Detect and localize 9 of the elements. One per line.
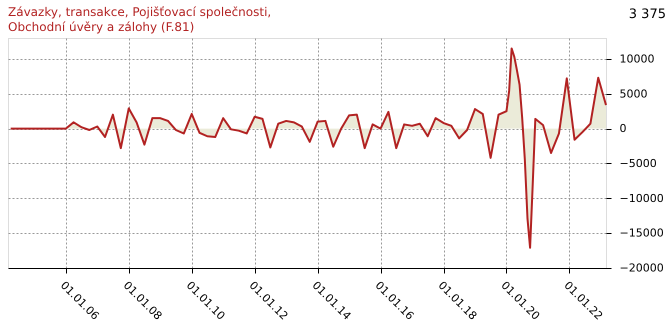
y-tick-label: −15000 [620,226,664,240]
y-tick-label: 10000 [620,52,654,66]
chart-title: Závazky, transakce, Pojišťovací společnosti, Obchodní úvěry a zálohy (F.81) [8,5,272,34]
text: 3 375 [628,7,666,22]
y-tick-label: −5000 [620,156,657,170]
y-tick-label: −20000 [620,262,664,274]
y-tick-label: 5000 [620,87,648,100]
y-tick-label: −10000 [620,192,664,205]
y-tick-label: 0 [620,122,626,136]
